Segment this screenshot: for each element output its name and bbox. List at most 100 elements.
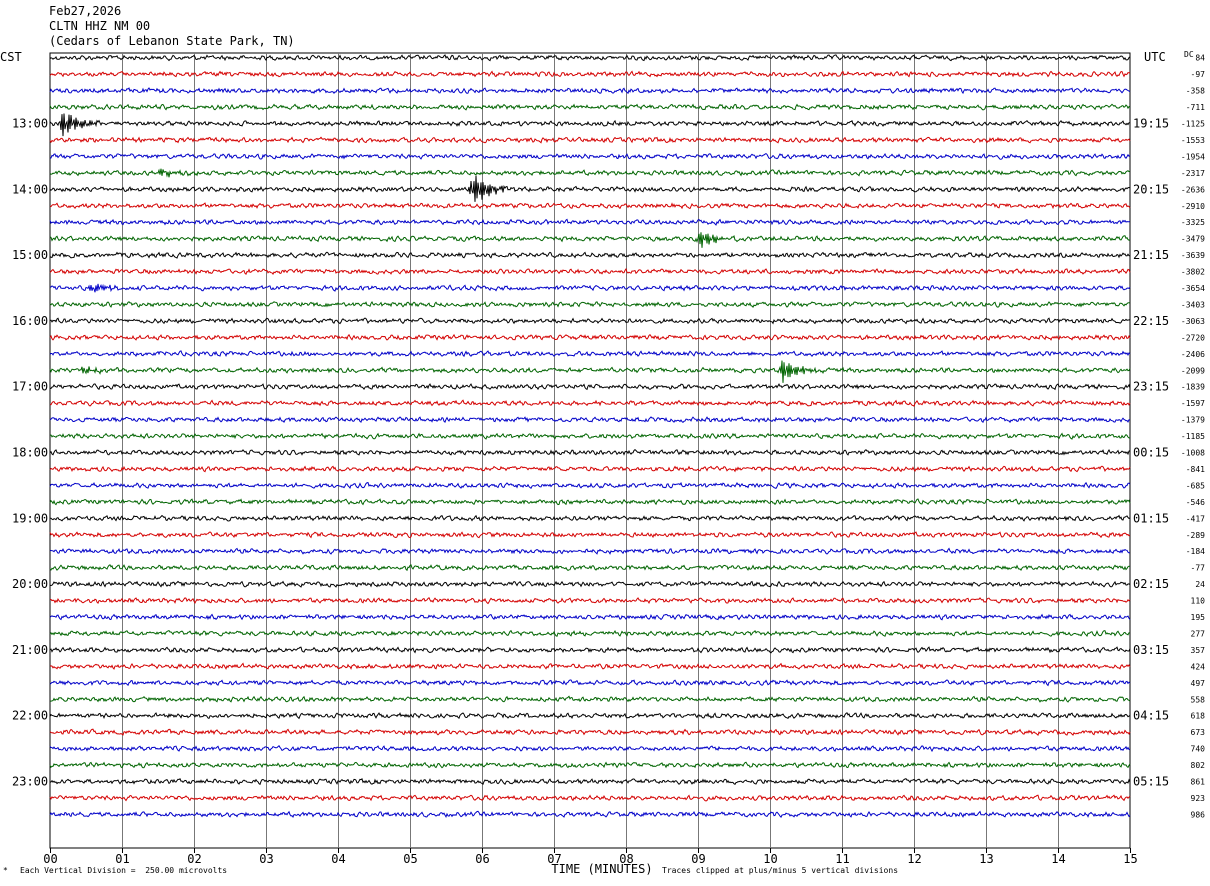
seismic-trace — [49, 794, 1131, 802]
seismic-trace — [49, 613, 1131, 621]
x-tick-label: 07 — [547, 852, 561, 866]
x-tick-label: 15 — [1123, 852, 1137, 866]
trace-dc-offset: -711 — [1186, 103, 1205, 112]
cst-hour-label: 13:00 — [12, 117, 48, 131]
seismic-trace — [49, 695, 1131, 703]
cst-hour-label: 18:00 — [12, 446, 48, 460]
seismic-trace — [49, 564, 1130, 572]
utc-hour-label: 23:15 — [1133, 380, 1169, 394]
seismic-trace — [49, 70, 1131, 78]
seismic-trace — [49, 87, 1131, 95]
trace-dc-offset: -546 — [1186, 498, 1205, 507]
trace-dc-offset: -2636 — [1181, 185, 1205, 194]
trace-dc-offset: -1954 — [1181, 152, 1205, 161]
seismic-trace — [49, 175, 1131, 202]
x-tick-label: 01 — [115, 852, 129, 866]
cst-hour-label: 14:00 — [12, 182, 48, 196]
seismic-trace — [49, 646, 1131, 654]
seismic-trace — [49, 662, 1131, 670]
seismic-trace — [49, 531, 1131, 539]
cst-hour-label: 17:00 — [12, 380, 48, 394]
seismic-trace — [49, 597, 1131, 605]
trace-dc-offset: -1553 — [1181, 136, 1205, 145]
trace-dc-offset: -3403 — [1181, 300, 1205, 309]
x-tick-label: 09 — [691, 852, 705, 866]
utc-hour-label: 22:15 — [1133, 314, 1169, 328]
x-tick-label: 13 — [979, 852, 993, 866]
seismic-trace — [49, 168, 1131, 178]
trace-dc-offset: 24 — [1195, 580, 1205, 589]
trace-dc-offset: -2406 — [1181, 350, 1205, 359]
x-tick-label: 00 — [43, 852, 57, 866]
seismic-trace — [49, 481, 1131, 490]
station-location: (Cedars of Lebanon State Park, TN) — [49, 34, 295, 48]
cst-hour-label: 16:00 — [12, 314, 48, 328]
right-timezone-label: UTC — [1144, 50, 1166, 64]
seismic-trace — [49, 350, 1131, 358]
utc-hour-label: 05:15 — [1133, 775, 1169, 789]
trace-dc-offset: -841 — [1186, 465, 1205, 474]
seismic-trace — [49, 712, 1131, 720]
clip-note: Traces clipped at plus/minus 5 vertical … — [662, 866, 899, 875]
seismic-trace — [49, 498, 1131, 506]
seismic-trace — [49, 267, 1131, 276]
seismic-trace — [49, 251, 1131, 259]
seismic-trace — [49, 113, 1131, 137]
trace-dc-offset: -2720 — [1181, 333, 1205, 342]
seismic-trace — [49, 448, 1131, 456]
seismic-trace — [49, 399, 1131, 407]
seismic-trace — [50, 514, 1131, 522]
x-tick-label: 11 — [835, 852, 849, 866]
seismic-trace — [49, 728, 1131, 736]
x-tick-label: 02 — [187, 852, 201, 866]
seismic-trace — [49, 218, 1131, 226]
trace-dc-offset: 110 — [1191, 597, 1206, 606]
seismic-trace — [49, 580, 1131, 588]
seismic-trace — [49, 629, 1131, 637]
utc-hour-label: 00:15 — [1133, 446, 1169, 460]
seismic-trace — [49, 232, 1131, 248]
trace-dc-offset: 923 — [1191, 794, 1206, 803]
x-tick-label: 04 — [331, 852, 345, 866]
utc-hour-label: 04:15 — [1133, 709, 1169, 723]
cst-hour-label: 20:00 — [12, 577, 48, 591]
dc-label: DC — [1184, 50, 1194, 59]
trace-dc-offset: 673 — [1191, 728, 1206, 737]
trace-dc-offset: 357 — [1191, 646, 1206, 655]
trace-dc-offset: -3063 — [1181, 317, 1205, 326]
trace-dc-offset: -1185 — [1181, 432, 1205, 441]
trace-dc-offset: -2099 — [1181, 366, 1205, 375]
trace-dc-offset: -97 — [1191, 70, 1206, 79]
seismic-trace — [49, 152, 1131, 160]
corner-mark: * — [3, 866, 8, 875]
cst-hour-label: 21:00 — [12, 643, 48, 657]
scale-note: Each Vertical Division = 250.00 microvol… — [20, 866, 228, 875]
cst-hour-label: 19:00 — [12, 511, 48, 525]
seismic-trace — [49, 360, 1131, 383]
utc-hour-label: 03:15 — [1133, 643, 1169, 657]
seismic-trace — [49, 810, 1131, 818]
cst-hour-label: 15:00 — [12, 248, 48, 262]
trace-dc-offset: -2317 — [1181, 169, 1205, 178]
trace-dc-offset: 618 — [1191, 712, 1206, 721]
utc-hour-label: 02:15 — [1133, 577, 1169, 591]
seismic-trace — [49, 202, 1131, 210]
seismic-trace — [49, 761, 1131, 769]
trace-dc-offset: -289 — [1186, 531, 1205, 540]
trace-dc-offset: -1008 — [1181, 449, 1205, 458]
trace-dc-offset: -1125 — [1181, 120, 1205, 129]
seismic-trace — [49, 745, 1131, 753]
trace-dc-offset: 986 — [1191, 810, 1206, 819]
seismic-trace — [49, 465, 1131, 473]
trace-dc-offset: -77 — [1191, 564, 1206, 573]
trace-dc-offset: -2910 — [1181, 202, 1205, 211]
x-tick-label: 12 — [907, 852, 921, 866]
trace-dc-offset: 740 — [1191, 745, 1206, 754]
x-axis-label: TIME (MINUTES) — [551, 862, 652, 876]
x-tick-label: 06 — [475, 852, 489, 866]
x-tick-label: 03 — [259, 852, 273, 866]
station-code: CLTN HHZ NM 00 — [49, 19, 151, 33]
x-tick-label: 05 — [403, 852, 417, 866]
trace-dc-offset: -184 — [1186, 547, 1205, 556]
